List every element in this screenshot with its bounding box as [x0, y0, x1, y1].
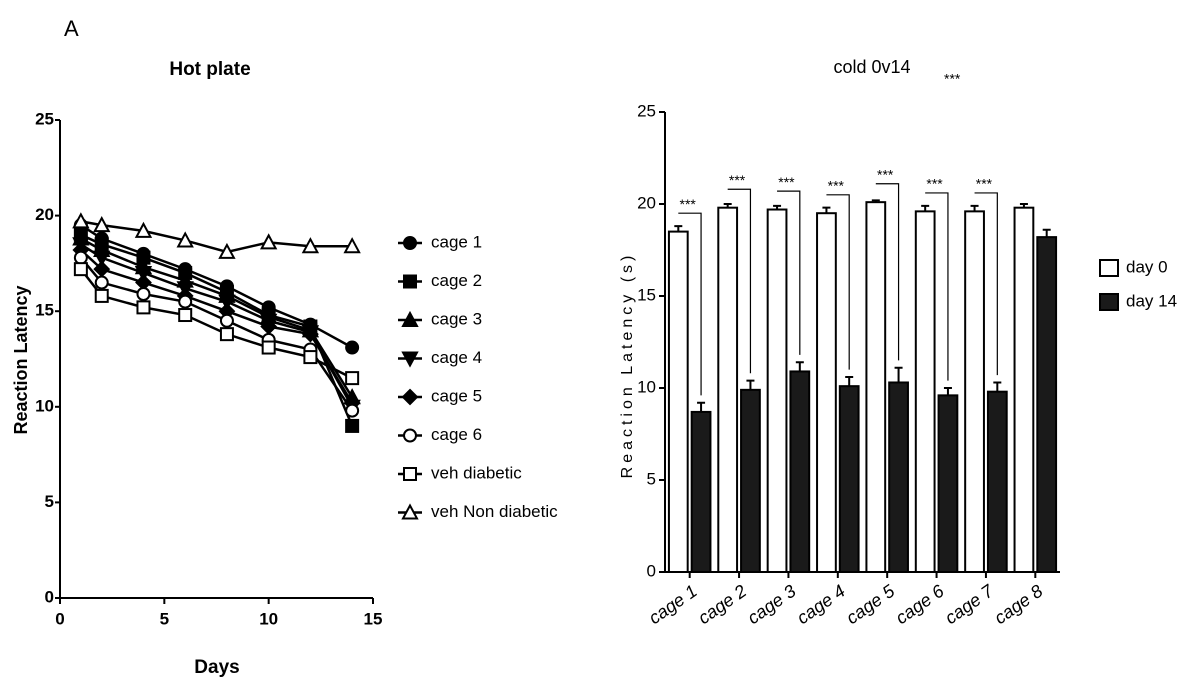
x-tick-label: cage 6	[892, 580, 949, 628]
marker	[96, 290, 108, 302]
legend-marker	[404, 276, 416, 288]
x-tick-label: 0	[55, 609, 64, 628]
bar	[669, 232, 688, 572]
marker	[137, 288, 149, 300]
title-annotation: ***	[944, 71, 961, 87]
significance-label: ***	[877, 166, 894, 182]
bar	[988, 392, 1007, 572]
bar	[1015, 208, 1034, 572]
y-tick-label: 20	[637, 193, 656, 212]
bar	[790, 371, 809, 572]
marker	[75, 263, 87, 275]
y-tick-label: 0	[647, 561, 656, 580]
bar	[866, 202, 885, 572]
marker	[346, 342, 358, 354]
legend-label: cage 4	[431, 348, 482, 367]
panel-label: A	[64, 16, 79, 41]
significance-label: ***	[729, 172, 746, 188]
y-tick-label: 20	[35, 205, 54, 224]
chart-title: cold 0v14	[833, 57, 910, 77]
y-tick-label: 10	[35, 396, 54, 415]
legend-label: cage 2	[431, 271, 482, 290]
y-axis-label: Reaction Latency (s)	[619, 252, 636, 479]
error-bar	[697, 403, 705, 412]
bar	[1037, 237, 1056, 572]
marker	[221, 315, 233, 327]
bar	[741, 390, 760, 572]
bar	[965, 211, 984, 572]
significance-label: ***	[976, 176, 993, 192]
marker	[179, 296, 191, 308]
legend-marker	[404, 468, 416, 480]
marker	[96, 277, 108, 289]
significance-label: ***	[828, 178, 845, 194]
error-bar	[993, 382, 1001, 391]
error-bar	[1043, 230, 1051, 237]
x-tick-label: cage 5	[842, 580, 899, 628]
marker	[75, 252, 87, 264]
y-tick-label: 10	[637, 377, 656, 396]
bar	[916, 211, 935, 572]
y-tick-label: 5	[647, 469, 656, 488]
error-bar	[796, 362, 804, 371]
marker	[137, 301, 149, 313]
significance-label: ***	[778, 174, 795, 190]
legend-label: day 0	[1126, 257, 1168, 276]
marker	[263, 342, 275, 354]
legend-label: cage 5	[431, 386, 482, 405]
legend-marker	[404, 430, 416, 442]
legend-marker	[403, 390, 417, 404]
significance-label: ***	[926, 176, 943, 192]
x-tick-label: 10	[259, 609, 278, 628]
y-tick-label: 25	[637, 101, 656, 120]
legend-marker	[404, 237, 416, 249]
x-tick-label: cage 3	[744, 581, 800, 628]
legend-swatch	[1100, 294, 1118, 310]
x-tick-label: cage 2	[694, 581, 750, 628]
y-tick-label: 25	[35, 109, 54, 128]
bar	[817, 213, 836, 572]
legend-label: cage 1	[431, 232, 482, 251]
legend-label: veh diabetic	[431, 463, 522, 482]
significance-label: ***	[680, 196, 697, 212]
bar	[768, 210, 787, 572]
legend-label: cage 6	[431, 425, 482, 444]
chart: A Hot plate Days Reaction Latency cold 0…	[0, 0, 1183, 685]
marker	[221, 328, 233, 340]
y-tick-label: 15	[637, 285, 656, 304]
marker	[346, 405, 358, 417]
x-tick-label: cage 1	[645, 581, 701, 628]
y-tick-label: 15	[35, 301, 54, 320]
legend-label: day 14	[1126, 291, 1177, 310]
legend-label: cage 3	[431, 309, 482, 328]
marker	[346, 420, 358, 432]
x-tick-label: cage 8	[991, 581, 1047, 628]
legend-label: veh Non diabetic	[431, 502, 558, 521]
y-tick-label: 0	[45, 587, 54, 606]
error-bar	[845, 377, 853, 386]
chart-title: Hot plate	[169, 59, 250, 80]
error-bar	[746, 381, 754, 390]
error-bar	[944, 388, 952, 395]
bar	[840, 386, 859, 572]
marker	[346, 372, 358, 384]
x-axis-label: Days	[194, 657, 239, 678]
y-axis-label: Reaction Latency	[11, 285, 31, 434]
y-tick-label: 5	[45, 492, 54, 511]
legend-swatch	[1100, 260, 1118, 276]
x-tick-label: 15	[364, 609, 383, 628]
x-tick-label: cage 4	[793, 581, 849, 628]
bar	[889, 382, 908, 572]
x-tick-label: cage 7	[941, 580, 998, 628]
marker	[304, 351, 316, 363]
error-bar	[895, 368, 903, 383]
bar	[692, 412, 711, 572]
x-tick-label: 5	[160, 609, 169, 628]
bar	[718, 208, 737, 572]
bar	[939, 395, 958, 572]
marker	[179, 309, 191, 321]
